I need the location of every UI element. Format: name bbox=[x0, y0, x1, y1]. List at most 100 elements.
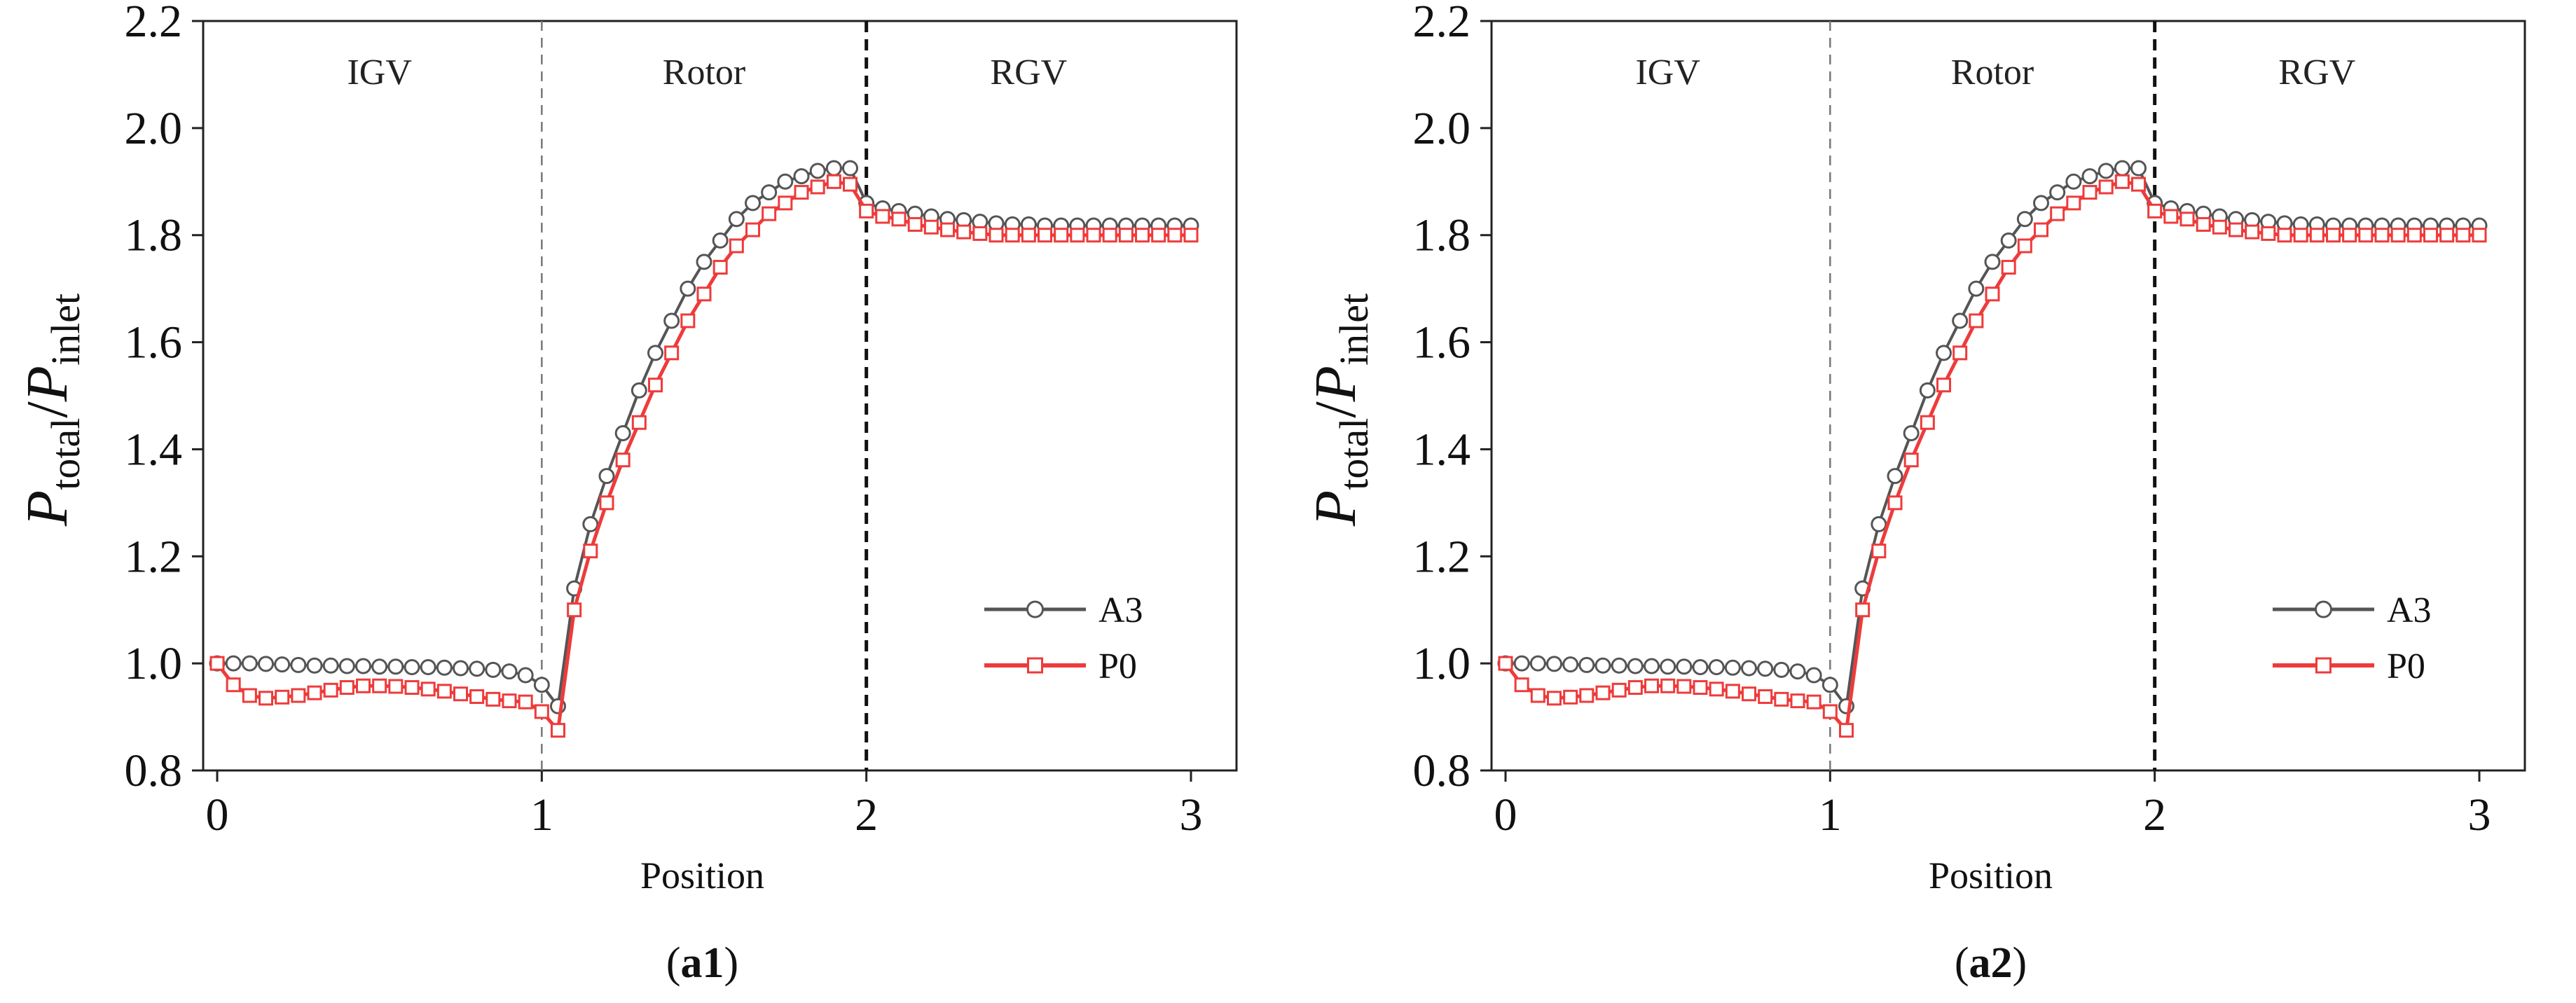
data-point-P0 bbox=[1774, 691, 1789, 707]
y-tick-label: 0.8 bbox=[1413, 745, 1471, 796]
panel-caption-part: ) bbox=[2013, 939, 2027, 987]
data-point-A3 bbox=[777, 173, 794, 190]
data-point-A3 bbox=[453, 660, 469, 677]
data-point-P0 bbox=[388, 679, 404, 694]
data-point-P0 bbox=[1887, 495, 1903, 511]
data-point-P0 bbox=[2066, 195, 2081, 211]
data-point-P0 bbox=[469, 689, 485, 705]
data-point-P0 bbox=[2423, 228, 2438, 243]
data-point-A3 bbox=[241, 655, 258, 672]
data-point-P0 bbox=[1595, 685, 1611, 700]
data-point-P0 bbox=[2098, 179, 2114, 195]
data-point-P0 bbox=[1498, 656, 1513, 671]
data-point-A3 bbox=[1692, 658, 1709, 675]
panel-caption-part: ( bbox=[666, 939, 681, 987]
data-point-P0 bbox=[2472, 228, 2487, 243]
y-axis-label-part: P bbox=[15, 366, 80, 402]
data-point-P0 bbox=[1855, 602, 1871, 618]
data-point-A3 bbox=[436, 659, 453, 676]
region-label: Rotor bbox=[1951, 53, 2034, 92]
data-point-A3 bbox=[1903, 425, 1920, 441]
data-point-A3 bbox=[1871, 516, 1887, 532]
data-point-P0 bbox=[567, 602, 582, 618]
data-point-P0 bbox=[1725, 684, 1740, 699]
y-tick-label: 1.2 bbox=[1413, 531, 1471, 582]
y-tick-label: 1.4 bbox=[1413, 424, 1471, 475]
y-axis-label-part: inlet bbox=[1331, 293, 1377, 366]
data-point-P0 bbox=[259, 691, 273, 706]
data-point-A3 bbox=[1887, 468, 1903, 485]
data-point-A3 bbox=[355, 658, 371, 675]
data-point-P0 bbox=[599, 495, 614, 511]
data-point-P0 bbox=[323, 682, 338, 698]
data-point-A3 bbox=[712, 232, 729, 249]
data-point-A3 bbox=[2114, 160, 2130, 177]
data-point-P0 bbox=[1790, 693, 1805, 709]
data-point-A3 bbox=[322, 657, 339, 674]
data-point-P0 bbox=[2293, 228, 2308, 243]
y-tick-label: 1.6 bbox=[1413, 317, 1471, 368]
data-point-P0 bbox=[1563, 689, 1578, 705]
data-point-P0 bbox=[2179, 212, 2195, 227]
data-point-P0 bbox=[534, 704, 549, 719]
data-point-P0 bbox=[826, 174, 841, 189]
data-point-P0 bbox=[1611, 682, 1627, 698]
data-point-P0 bbox=[907, 216, 923, 232]
data-point-P0 bbox=[1952, 345, 1968, 361]
data-point-A3 bbox=[1546, 656, 1562, 672]
data-point-P0 bbox=[1086, 228, 1101, 243]
data-point-P0 bbox=[2017, 238, 2032, 254]
data-point-P0 bbox=[1151, 228, 1166, 243]
data-point-P0 bbox=[583, 544, 598, 559]
data-point-P0 bbox=[518, 694, 533, 710]
panel-caption-part: a2 bbox=[1969, 939, 2013, 987]
data-point-P0 bbox=[1054, 228, 1069, 243]
data-point-P0 bbox=[1871, 544, 1887, 559]
data-point-P0 bbox=[696, 286, 712, 302]
chart-svg-a1: 0.8 1.0 1.2 1.4 1.6 1.8 2.0 2.2 0 1 2 3 Position Ptot… bbox=[15, 0, 1238, 987]
data-point-A3 bbox=[598, 468, 615, 485]
region-label: IGV bbox=[1635, 53, 1700, 92]
y-tick-label: 1.8 bbox=[125, 210, 183, 261]
panel-caption: (a1) bbox=[666, 939, 738, 987]
data-point-P0 bbox=[2196, 216, 2211, 232]
data-point-P0 bbox=[1742, 686, 1756, 702]
chart-panel-a2: 0.8 1.0 1.2 1.4 1.6 1.8 2.0 2.2 0 1 2 3 Position Ptot… bbox=[1288, 0, 2576, 1003]
data-point-P0 bbox=[1627, 680, 1643, 696]
data-point-P0 bbox=[2131, 177, 2146, 192]
data-point-A3 bbox=[1952, 312, 1969, 329]
data-point-A3 bbox=[842, 160, 858, 177]
data-point-P0 bbox=[1183, 228, 1199, 243]
data-point-P0 bbox=[1579, 688, 1594, 703]
data-point-A3 bbox=[793, 168, 810, 185]
data-point-P0 bbox=[1514, 677, 1529, 693]
data-point-A3 bbox=[680, 280, 696, 297]
data-point-P0 bbox=[794, 185, 809, 200]
data-point-A3 bbox=[1611, 657, 1627, 674]
series-line-A3 bbox=[1506, 167, 2479, 710]
plot-frame bbox=[202, 20, 1238, 772]
y-axis-label-part: total bbox=[1331, 418, 1377, 490]
y-tick-label: 1.6 bbox=[125, 317, 183, 368]
data-point-P0 bbox=[307, 685, 322, 700]
data-point-A3 bbox=[1676, 658, 1693, 675]
data-point-A3 bbox=[2033, 195, 2049, 212]
x-axis-label: Position bbox=[1929, 855, 2053, 897]
data-point-P0 bbox=[940, 222, 955, 237]
data-point-A3 bbox=[1805, 667, 1822, 684]
y-axis-label-part: P bbox=[15, 490, 80, 527]
data-point-P0 bbox=[1038, 228, 1052, 243]
data-point-P0 bbox=[615, 452, 631, 468]
data-point-P0 bbox=[1920, 415, 1935, 430]
y-axis-label-part: total bbox=[43, 418, 88, 490]
data-point-P0 bbox=[339, 680, 354, 696]
data-point-A3 bbox=[2081, 168, 2098, 185]
data-point-A3 bbox=[469, 660, 485, 677]
data-point-A3 bbox=[1562, 656, 1579, 673]
data-point-P0 bbox=[1005, 228, 1020, 243]
data-point-P0 bbox=[436, 684, 452, 699]
y-axis-label-part: inlet bbox=[43, 293, 88, 366]
data-point-P0 bbox=[1135, 228, 1150, 243]
data-point-P0 bbox=[275, 689, 290, 705]
data-point-P0 bbox=[664, 345, 680, 361]
